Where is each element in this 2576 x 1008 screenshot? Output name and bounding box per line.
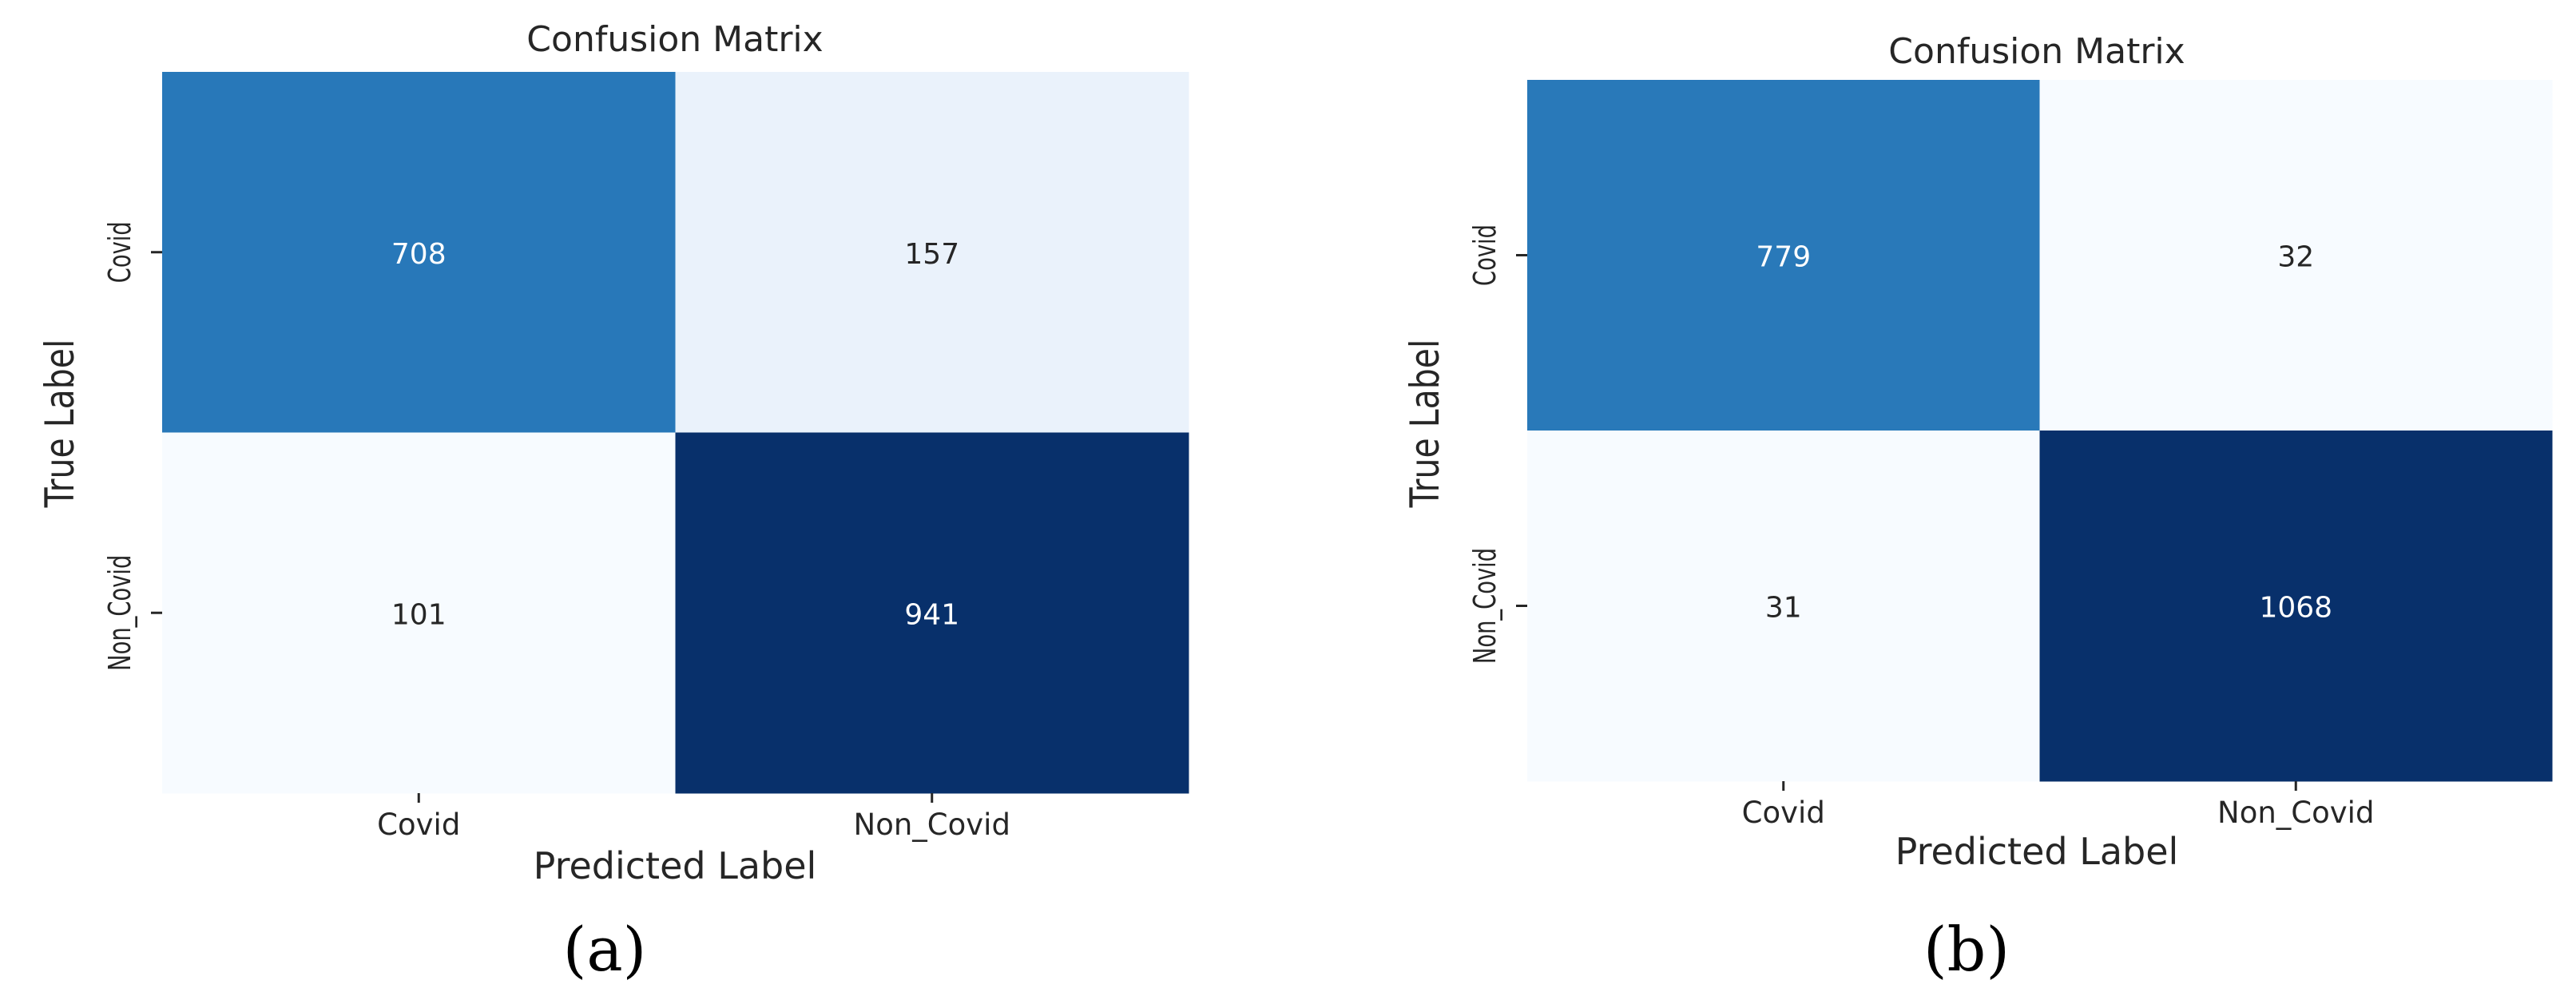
panel-label: (a) bbox=[563, 914, 647, 985]
y-tick-label: Covid bbox=[1467, 224, 1502, 286]
cell-value: 941 bbox=[904, 598, 959, 631]
heatmap-cell bbox=[162, 432, 676, 794]
cell-value: 32 bbox=[2277, 241, 2314, 274]
x-tick-label: Non_Covid bbox=[854, 808, 1010, 842]
cell-value: 779 bbox=[1756, 241, 1811, 274]
x-tick-label: Covid bbox=[1742, 796, 1825, 830]
cell-value: 1068 bbox=[2259, 592, 2332, 625]
y-tick-label: Covid bbox=[101, 221, 137, 283]
x-ticks: Covid Non_Covid bbox=[1742, 781, 2374, 830]
panel-label: (b) bbox=[1923, 914, 2010, 985]
confusion-matrix-panel-a: Confusion Matrix 708 157 101 941 Covid Non_C… bbox=[37, 19, 1189, 985]
x-axis-label: Predicted Label bbox=[534, 844, 817, 887]
x-tick-label: Covid bbox=[377, 808, 460, 842]
cell-value: 708 bbox=[391, 238, 447, 271]
y-tick-label: Non_Covid bbox=[1467, 548, 1502, 664]
x-ticks: Covid Non_Covid bbox=[377, 793, 1010, 842]
y-axis-label: True Label bbox=[1402, 339, 1448, 509]
cell-value: 157 bbox=[904, 238, 959, 271]
y-ticks: Covid Non_Covid bbox=[101, 221, 162, 671]
y-axis-label: True Label bbox=[37, 339, 83, 509]
heatmap-cell bbox=[2039, 431, 2553, 782]
heatmap-cells bbox=[1527, 80, 2553, 782]
cell-value: 101 bbox=[391, 598, 447, 631]
heatmap-cell bbox=[2039, 80, 2553, 431]
heatmap-cell bbox=[1527, 80, 2040, 431]
y-ticks: Covid Non_Covid bbox=[1467, 224, 1527, 664]
chart-title: Confusion Matrix bbox=[526, 19, 823, 60]
heatmap-cell bbox=[1527, 431, 2040, 782]
heatmap-cells bbox=[162, 72, 1189, 794]
cell-value: 31 bbox=[1765, 592, 1802, 625]
heatmap-cell bbox=[675, 432, 1189, 794]
y-tick-label: Non_Covid bbox=[101, 555, 137, 671]
x-tick-label: Non_Covid bbox=[2217, 796, 2374, 830]
confusion-matrix-panel-b: Confusion Matrix 779 32 31 1068 Covid Non_Co… bbox=[1402, 31, 2553, 985]
heatmap-cell bbox=[162, 72, 676, 433]
cell-annotations: 708 157 101 941 bbox=[391, 238, 959, 632]
heatmap-cell bbox=[675, 72, 1189, 433]
chart-title: Confusion Matrix bbox=[1888, 31, 2185, 72]
x-axis-label: Predicted Label bbox=[1895, 830, 2179, 873]
cell-annotations: 779 32 31 1068 bbox=[1756, 241, 2332, 625]
